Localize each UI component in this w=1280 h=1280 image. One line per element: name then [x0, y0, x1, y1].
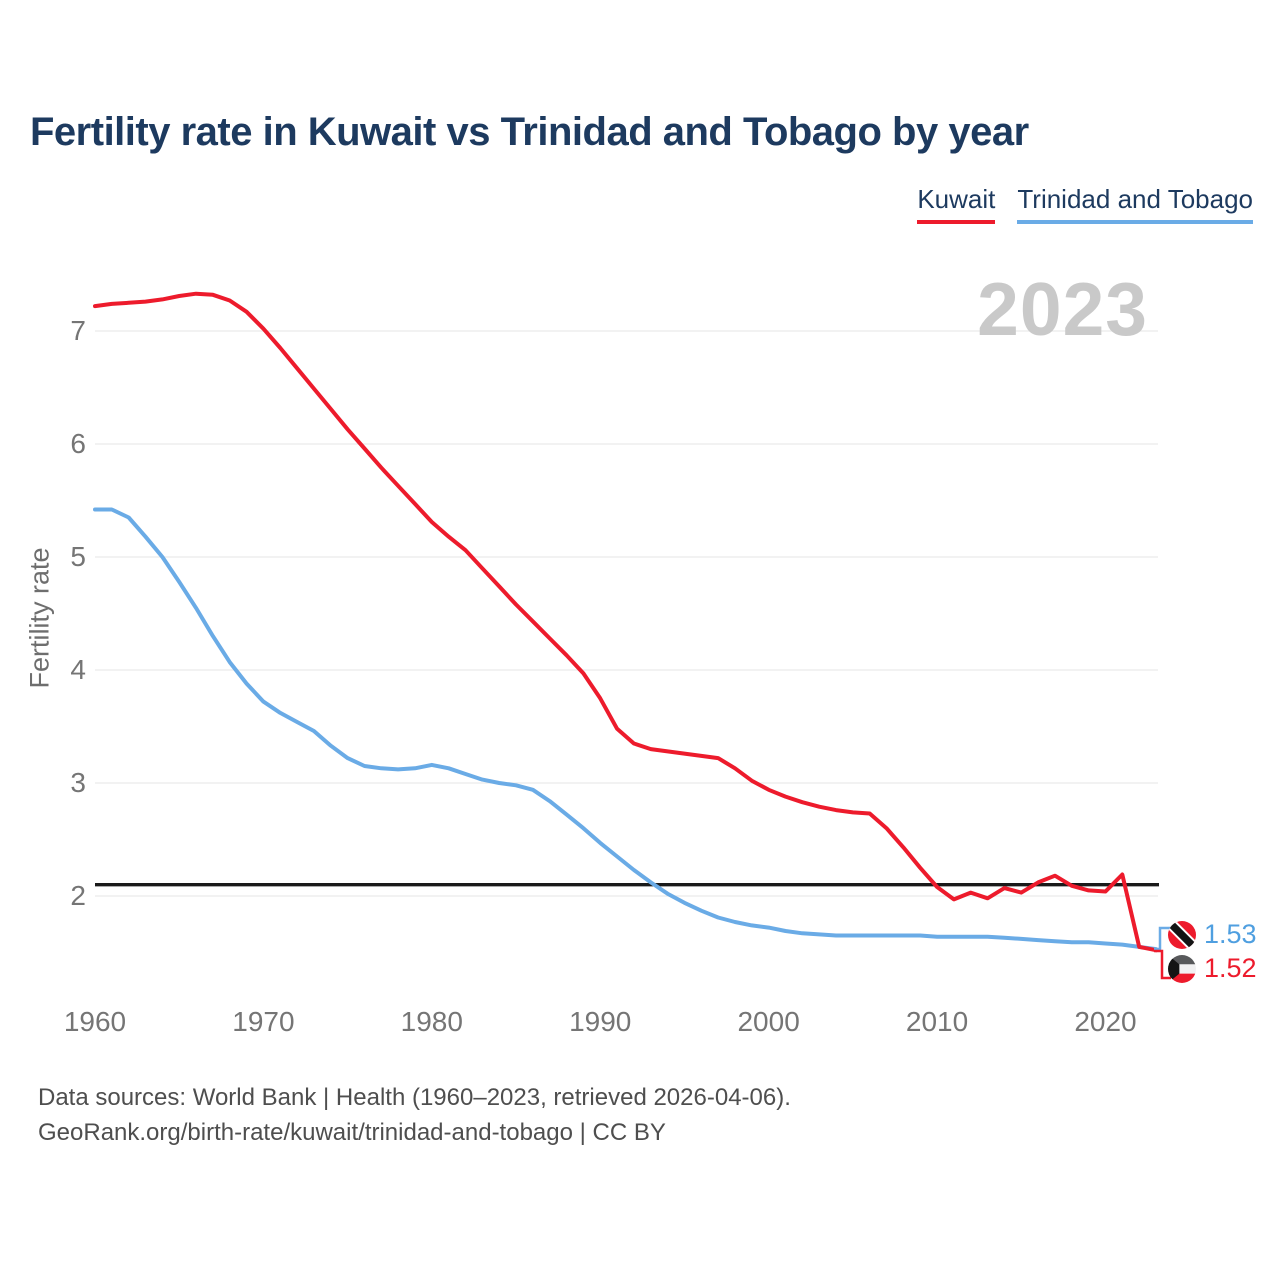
- y-tick-6: 6: [70, 428, 86, 459]
- end-value-trinidad-and-tobago: 1.53: [1204, 919, 1257, 949]
- x-tick-1980: 1980: [400, 1006, 463, 1037]
- data-sources: Data sources: World Bank | Health (1960–…: [38, 1080, 791, 1150]
- source-line-1: Data sources: World Bank | Health (1960–…: [38, 1084, 791, 1111]
- y-tick-5: 5: [70, 541, 86, 572]
- x-tick-2010: 2010: [905, 1006, 969, 1037]
- legend-item-trinidad-and-tobago[interactable]: Trinidad and Tobago: [1017, 184, 1253, 224]
- legend: Kuwait Trinidad and Tobago: [917, 184, 1253, 224]
- y-tick-4: 4: [70, 654, 86, 685]
- y-tick-2: 2: [70, 880, 86, 911]
- page-title: Fertility rate in Kuwait vs Trinidad and…: [30, 110, 1029, 154]
- series-line-kuwait: [93, 291, 1158, 953]
- leader-kuwait: [1154, 949, 1171, 980]
- legend-item-kuwait[interactable]: Kuwait: [917, 184, 996, 224]
- watermark-year: 2023: [977, 267, 1148, 351]
- y-tick-3: 3: [70, 767, 86, 798]
- end-label-trinidad-and-tobago: 1.53: [1168, 919, 1257, 950]
- x-tick-1990: 1990: [569, 1006, 632, 1037]
- x-tick-2020: 2020: [1074, 1006, 1137, 1037]
- x-tick-2000: 2000: [737, 1006, 800, 1037]
- leader-trinidad-and-tobago: [1154, 926, 1171, 951]
- kuwait-flag-icon: [1168, 954, 1196, 983]
- series-line-trinidad-and-tobago: [93, 507, 1158, 952]
- source-line-2: GeoRank.org/birth-rate/kuwait/trinidad-a…: [38, 1119, 666, 1146]
- x-tick-1970: 1970: [232, 1006, 295, 1037]
- end-value-kuwait: 1.52: [1204, 953, 1257, 983]
- x-tick-1960: 1960: [63, 1006, 127, 1037]
- end-label-kuwait: 1.52: [1168, 953, 1257, 984]
- y-tick-7: 7: [70, 315, 86, 346]
- trinidad-and-tobago-flag-icon: [1168, 920, 1196, 949]
